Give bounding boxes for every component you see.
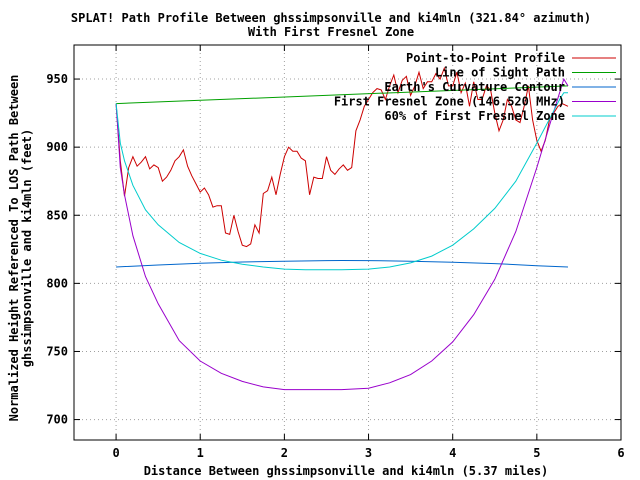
- series-line-4: [115, 77, 569, 391]
- tick-layer: 0 1 2 3 4 5 6 700 750 800 850 900 950: [46, 45, 625, 460]
- x-tick-label: 5: [533, 446, 540, 460]
- y-tick-label: 850: [46, 208, 68, 222]
- y-axis-label-line1: Normalized Height Referenced To LOS Path…: [7, 75, 21, 422]
- chart-title: SPLAT! Path Profile Between ghssimpsonvi…: [71, 11, 591, 25]
- x-tick-label: 4: [449, 446, 456, 460]
- series-line-3: [116, 259, 569, 268]
- series-line-2: [116, 85, 569, 105]
- series-line-5: [115, 92, 568, 271]
- x-tick-label: 1: [197, 446, 204, 460]
- y-tick-label: 950: [46, 72, 68, 86]
- y-tick-label: 750: [46, 344, 68, 358]
- legend-label-3: Earth's Curvature Contour: [384, 80, 565, 94]
- chart-subtitle: With First Fresnel Zone: [248, 25, 414, 39]
- y-axis-label-line2: ghssimpsonville and ki4mln (feet): [20, 129, 34, 367]
- x-tick-label: 6: [617, 446, 624, 460]
- y-tick-label: 800: [46, 276, 68, 290]
- legend-label-2: Line of Sight Path: [435, 66, 565, 80]
- x-axis-label: Distance Between ghssimpsonville and ki4…: [144, 464, 549, 478]
- x-tick-label: 2: [281, 446, 288, 460]
- y-tick-label: 900: [46, 140, 68, 154]
- legend-label-5: 60% of First Fresnel Zone: [384, 109, 565, 123]
- y-tick-label: 700: [46, 413, 68, 427]
- plot-border: [73, 44, 622, 441]
- legend-label-4: First Fresnel Zone (146.520 MHz): [334, 95, 565, 109]
- legend-label-1: Point-to-Point Profile: [406, 51, 565, 65]
- series-line-1: [115, 66, 569, 248]
- x-tick-label: 3: [365, 446, 372, 460]
- plot-frame: [73, 44, 622, 441]
- x-tick-label: 0: [112, 446, 119, 460]
- series-layer: [115, 66, 569, 391]
